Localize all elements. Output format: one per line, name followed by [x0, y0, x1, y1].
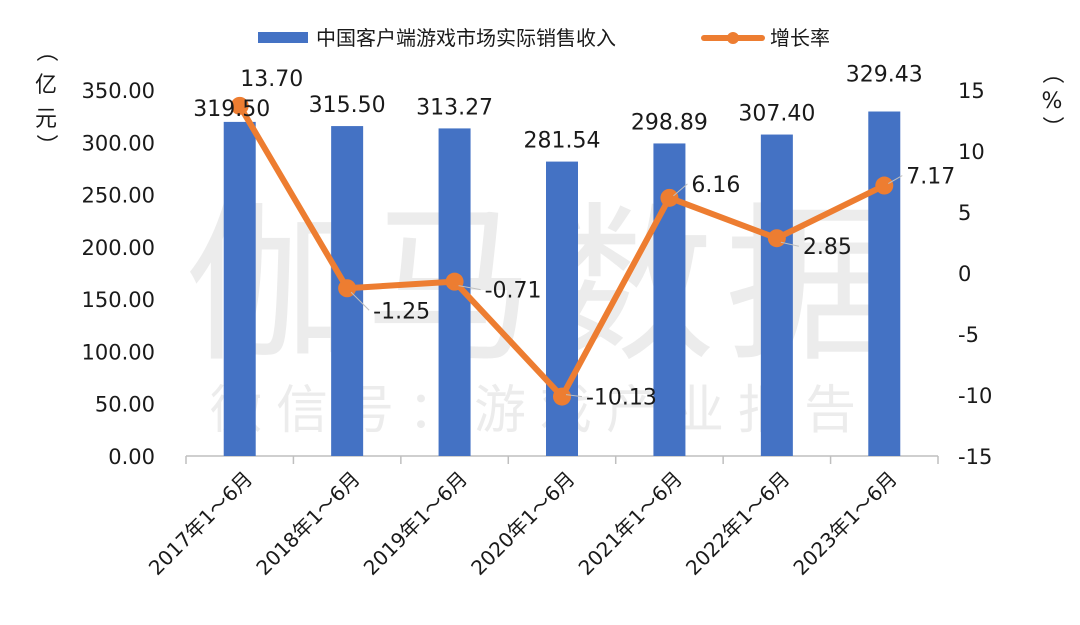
y-left-tick-label: 150.00 — [82, 288, 155, 312]
bar-value-label: 281.54 — [524, 129, 601, 154]
bar-value-label: 307.40 — [738, 102, 815, 127]
bar-value-label: 313.27 — [416, 95, 493, 120]
leader-line — [458, 285, 481, 291]
legend-line-marker — [727, 32, 739, 44]
leader-line — [350, 291, 370, 311]
y-right-title: （%） — [1039, 62, 1064, 138]
y-left-title: （ 亿元） — [33, 40, 58, 156]
leader-line — [673, 183, 688, 197]
bar — [868, 111, 901, 456]
y-left-tick-label: 350.00 — [82, 79, 155, 103]
leader-line — [565, 394, 583, 398]
y-right-tick-label: 10 — [958, 140, 985, 164]
bar-value-label: 329.43 — [846, 63, 923, 88]
x-tick-label: 2023年1～6月 — [788, 467, 901, 580]
bar — [546, 161, 578, 456]
y-left-title-char: 亿 — [35, 73, 57, 98]
growth-value-label: 2.85 — [803, 235, 852, 260]
y-right-title-char: % — [1042, 89, 1063, 114]
bar-series — [223, 111, 901, 456]
x-tick-label: 2020年1～6月 — [466, 467, 579, 580]
y-left-title-char: 元 — [35, 107, 57, 132]
data-labels: 319.50 315.50 313.27 281.54 298.89 307.40 329.… — [193, 63, 955, 411]
y-left-tick-label: 100.00 — [82, 340, 155, 364]
y-right-tick-label: 15 — [958, 79, 985, 103]
y-left-tick-label: 200.00 — [82, 236, 155, 260]
leader-line — [888, 175, 903, 184]
x-tick-label: 2019年1～6月 — [359, 467, 472, 580]
line-point — [767, 229, 786, 248]
watermark-main: 伽马数据 — [185, 188, 905, 386]
bar — [223, 121, 256, 456]
y-left-tick-label: 0.00 — [108, 445, 155, 469]
y-right-tick-label: -10 — [958, 384, 992, 408]
y-right-title-char: ） — [1039, 116, 1064, 138]
x-tick-label: 2021年1～6月 — [574, 467, 687, 580]
y-right-tick-label: 5 — [958, 201, 971, 225]
legend-line-label: 增长率 — [770, 26, 830, 50]
growth-value-label: 6.16 — [691, 173, 740, 198]
y-left-tick-label: 50.00 — [95, 393, 155, 417]
growth-value-label: -0.71 — [485, 279, 542, 304]
watermark-sub: 微信号：游戏产业报告 — [210, 381, 870, 441]
bar — [760, 134, 793, 456]
leader-line — [780, 241, 799, 247]
bar-value-label: 319.50 — [193, 97, 270, 122]
growth-value-label: 7.17 — [906, 165, 955, 190]
bar-value-label: 298.89 — [631, 110, 708, 135]
y-right-tick-label: -15 — [958, 445, 992, 469]
line-point — [445, 272, 464, 291]
x-tick-label: 2017年1～6月 — [144, 467, 257, 580]
growth-value-label: 13.70 — [240, 67, 303, 92]
legend-bar-swatch — [258, 32, 308, 43]
growth-value-label: -1.25 — [373, 299, 430, 324]
legend-bar-label: 中国客户端游戏市场实际销售收入 — [316, 26, 616, 50]
x-tick-label: 2022年1～6月 — [681, 467, 794, 580]
y-left-tick-label: 300.00 — [82, 131, 155, 155]
legend: 中国客户端游戏市场实际销售收入 增长率 — [258, 26, 830, 50]
line-point — [660, 188, 679, 207]
line-point — [875, 176, 894, 195]
y-left-title-char: （ — [33, 40, 58, 62]
y-left-tick-label: 250.00 — [82, 184, 155, 208]
y-right-tick-label: -5 — [958, 323, 979, 347]
y-left-title-char: ） — [33, 134, 58, 156]
y-right-title-char: （ — [1039, 62, 1064, 84]
x-tick-label: 2018年1～6月 — [251, 467, 364, 580]
y-right-tick-label: 0 — [958, 262, 971, 286]
line-point — [553, 387, 571, 406]
bar-value-label: 315.50 — [309, 93, 386, 118]
line-point — [230, 96, 249, 115]
growth-value-label: -10.13 — [586, 386, 657, 411]
